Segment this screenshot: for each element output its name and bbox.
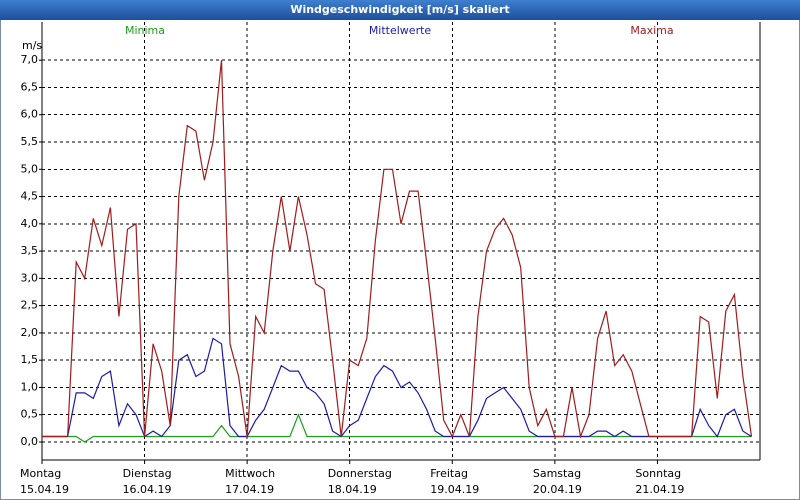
y-tick-label: 3,5 [21, 244, 39, 257]
x-tick-label: Sonntag [635, 467, 681, 480]
y-tick-label: 6,5 [21, 80, 39, 93]
y-tick-label: 1,0 [21, 380, 39, 393]
x-tick-label: Donnerstag [328, 467, 392, 480]
x-tick-date: 17.04.19 [225, 483, 274, 496]
x-tick-label: Dienstag [123, 467, 172, 480]
x-tick-label: Montag [20, 467, 61, 480]
y-tick-label: 3,0 [21, 271, 39, 284]
legend-label: Mittelwerte [369, 24, 432, 37]
y-tick-label: 1,5 [21, 353, 39, 366]
series-line [42, 60, 753, 439]
x-tick-date: 19.04.19 [430, 483, 479, 496]
y-tick-label: 2,0 [21, 326, 39, 339]
y-tick-label: 0,5 [21, 408, 39, 421]
x-tick-date: 18.04.19 [328, 483, 377, 496]
legend-label: Minima [125, 24, 165, 37]
x-tick-date: 15.04.19 [20, 483, 69, 496]
x-tick-date: 16.04.19 [123, 483, 172, 496]
y-tick-label: 5,5 [21, 135, 39, 148]
x-tick-label: Mittwoch [225, 467, 275, 480]
x-tick-date: 21.04.19 [635, 483, 684, 496]
chart-title: Windgeschwindigkeit [m/s] skaliert [290, 3, 509, 16]
legend-label: Maxima [630, 24, 673, 37]
x-tick-label: Samstag [533, 467, 581, 480]
y-tick-label: 6,0 [21, 108, 39, 121]
y-tick-label: 5,0 [21, 162, 39, 175]
y-tick-label: 2,5 [21, 299, 39, 312]
y-tick-label: 7,0 [21, 53, 39, 66]
title-bar [0, 0, 800, 20]
x-tick-date: 20.04.19 [533, 483, 582, 496]
y-tick-label: 0,0 [21, 435, 39, 448]
y-tick-label: 4,0 [21, 217, 39, 230]
y-tick-label: 4,5 [21, 190, 39, 203]
series-line [42, 337, 752, 438]
x-tick-label: Freitag [430, 467, 468, 480]
y-axis-label: m/s [22, 39, 42, 52]
